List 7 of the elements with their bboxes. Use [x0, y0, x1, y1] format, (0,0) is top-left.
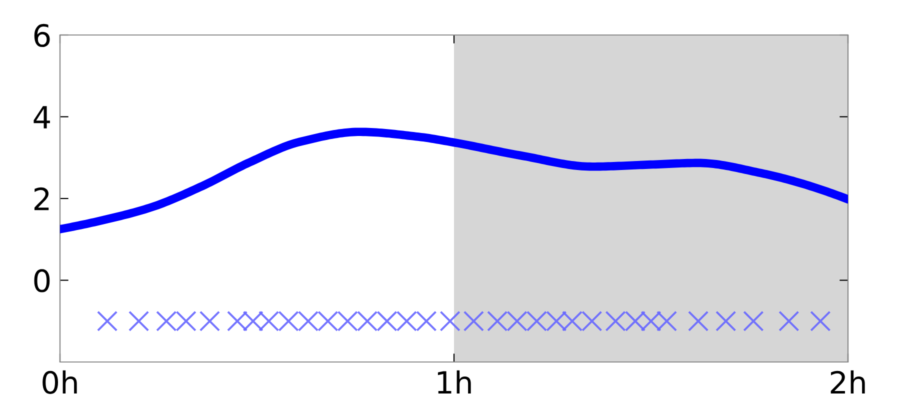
y-tick-label: 4: [34, 106, 50, 128]
x-tick-label: 1h: [438, 370, 471, 394]
x-tick-label: 2h: [830, 370, 865, 394]
y-tick-label: 2: [34, 187, 49, 210]
x-tick-label: 0h: [42, 370, 77, 394]
y-tick-label: 6: [34, 24, 50, 48]
y-tick-label: 0: [34, 269, 50, 292]
